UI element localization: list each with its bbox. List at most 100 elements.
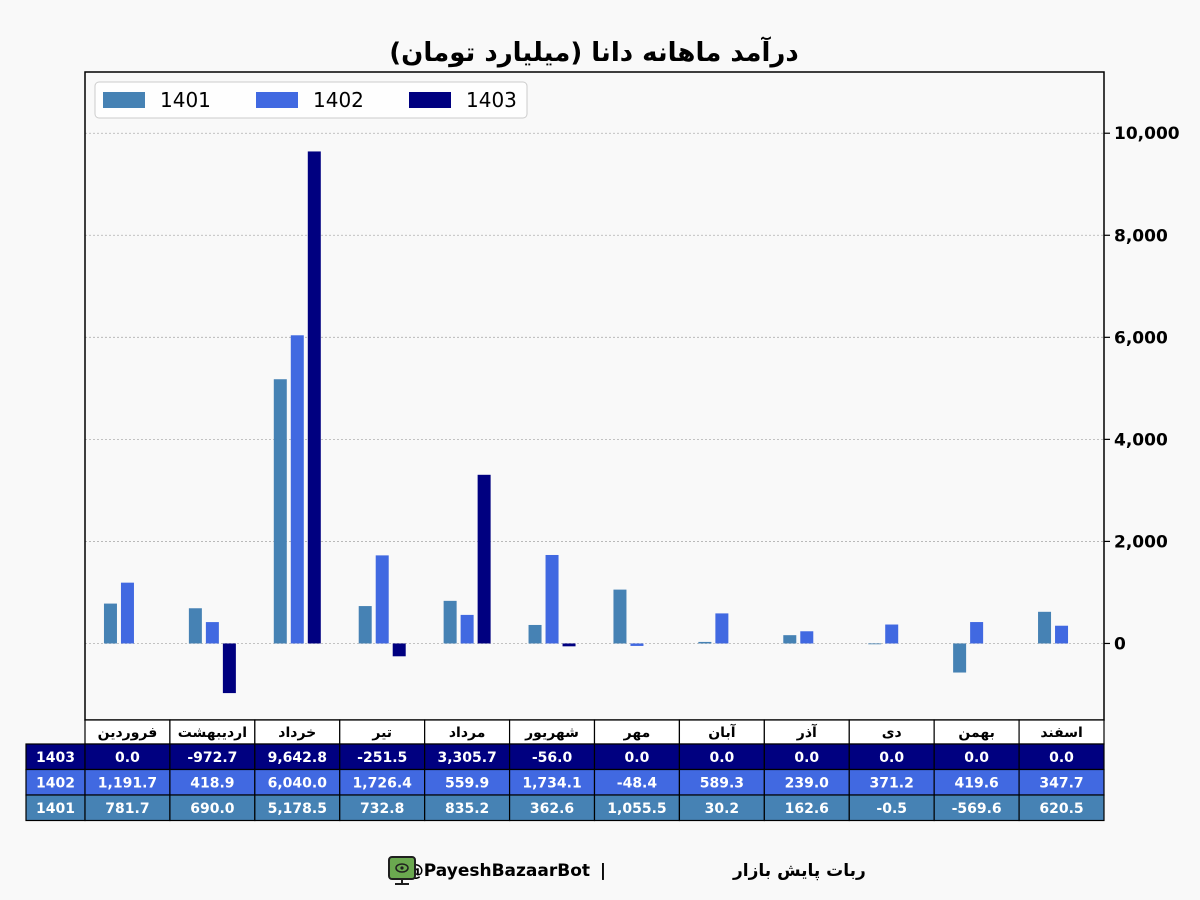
- table-cell: [678, 743, 765, 771]
- bar-1402-4: [375, 555, 389, 644]
- table-cell-value: 9,642.8: [268, 750, 327, 766]
- bar-1402-10: [885, 624, 899, 644]
- table-cell: [508, 794, 596, 822]
- table-cell-value: 30.2: [705, 801, 740, 817]
- legend-label-1401: 1401: [160, 88, 211, 112]
- table-header-cell: [84, 719, 171, 745]
- bar-1401-5: [443, 600, 457, 644]
- bar-1402-1: [120, 582, 134, 644]
- table-cell-value: 362.6: [530, 801, 574, 817]
- table-cell-value: 418.9: [190, 776, 234, 792]
- y-tick-label: 8,000: [1114, 226, 1168, 246]
- table-cell-value: 0.0: [964, 750, 989, 766]
- month-label: مرداد: [449, 725, 486, 741]
- footer-separator: |: [600, 861, 606, 881]
- table-cell-value: 1,191.7: [98, 776, 157, 792]
- table-cell-value: 620.5: [1039, 801, 1083, 817]
- bar-1402-5: [460, 614, 474, 644]
- plot-frame: [84, 71, 1105, 721]
- table-cell-value: 239.0: [785, 776, 830, 792]
- table-cell-value: 1,726.4: [353, 776, 413, 792]
- month-label: اسفند: [1040, 725, 1082, 741]
- bar-1403-4: [392, 643, 406, 657]
- table-cell-value: -251.5: [357, 750, 407, 766]
- bar-1401-8: [698, 641, 712, 644]
- table-cell: [1018, 768, 1105, 796]
- month-label: آذر: [796, 723, 818, 741]
- table-cell-value: 732.8: [360, 801, 404, 817]
- table-cell-value: 5,178.5: [268, 801, 327, 817]
- table-cell: [593, 768, 681, 796]
- table-cell-value: 1,734.1: [522, 776, 581, 792]
- footer-brand: ربات پایش بازار: [732, 861, 866, 881]
- table-cell: [933, 794, 1020, 822]
- monitor-icon: [388, 856, 416, 885]
- table-cell: [84, 768, 171, 796]
- bar-1401-4: [358, 606, 372, 644]
- table-header-cell: [933, 719, 1020, 745]
- y-tick-label: 4,000: [1114, 430, 1168, 450]
- table-cell: [678, 794, 765, 822]
- table-cell-value: 347.7: [1039, 776, 1083, 792]
- month-label: تیر: [371, 725, 392, 741]
- footer-handle: @PayeshBazaarBot: [407, 861, 590, 881]
- table-cell: [169, 768, 256, 796]
- table-cell: [169, 794, 256, 822]
- table-cell-value: -56.0: [532, 750, 573, 766]
- table-cell-value: 559.9: [445, 776, 489, 792]
- table-cell: [933, 768, 1020, 796]
- y-tick-label: 2,000: [1114, 532, 1168, 552]
- table-cell-value: 0.0: [1049, 750, 1074, 766]
- legend-swatch-1402: [256, 92, 298, 108]
- bar-1402-7: [630, 643, 644, 646]
- legend: 1401 1402 1403: [94, 81, 528, 119]
- table-cell-value: 589.3: [700, 776, 744, 792]
- table-cell-value: 419.6: [954, 776, 998, 792]
- y-tick-label: 6,000: [1114, 328, 1168, 348]
- month-label: خرداد: [278, 725, 316, 741]
- table-cell-value: 3,305.7: [437, 750, 496, 766]
- table-cell-value: -972.7: [187, 750, 237, 766]
- table-row-label: 1401: [36, 801, 75, 817]
- month-label: مهر: [623, 725, 651, 741]
- table-cell-value: 835.2: [445, 801, 489, 817]
- bar-1403-3: [307, 151, 321, 644]
- table-header-cell: [254, 719, 341, 745]
- month-label: فروردین: [98, 725, 158, 741]
- table-cell-value: 0.0: [879, 750, 904, 766]
- bar-1401-10: [868, 643, 882, 645]
- bar-1402-12: [1055, 625, 1069, 644]
- table-header-cell: [1018, 719, 1105, 745]
- bar-1402-3: [290, 335, 304, 644]
- bar-1401-9: [783, 635, 797, 644]
- y-tick-label: 10,000: [1114, 124, 1180, 144]
- y-tick-label: 0: [1114, 634, 1126, 654]
- chart-title: درآمد ماهانه دانا (میلیارد تومان): [389, 36, 798, 68]
- month-label: اردیبهشت: [178, 725, 247, 741]
- table-cell: [424, 743, 511, 771]
- table-cell-value: 690.0: [190, 801, 235, 817]
- legend-swatch-1403: [409, 92, 451, 108]
- table-cell-value: 0.0: [625, 750, 650, 766]
- y-axis: 0 2,000 4,000 6,000 8,000 10,000: [1104, 124, 1180, 654]
- month-label: دی: [882, 725, 902, 741]
- bar-1402-9: [800, 631, 814, 644]
- month-label: آبان: [708, 723, 736, 741]
- bar-1402-2: [205, 622, 219, 644]
- table-cell: [1018, 794, 1105, 822]
- table-cell: [339, 794, 426, 822]
- table-cell-value: 0.0: [115, 750, 140, 766]
- table-cell-value: 0.0: [709, 750, 734, 766]
- table-header-cell: [763, 719, 850, 745]
- table-cell: [339, 768, 426, 796]
- table-row-label: 1402: [36, 776, 75, 792]
- month-label: بهمن: [958, 725, 994, 741]
- legend-swatch-1401: [103, 92, 145, 108]
- month-label: شهریور: [524, 725, 579, 741]
- table-cell: [933, 743, 1020, 771]
- table-header-cell: [678, 719, 765, 745]
- table-cell-value: -48.4: [617, 776, 658, 792]
- table-cell: [848, 743, 935, 771]
- bar-1401-7: [613, 589, 627, 644]
